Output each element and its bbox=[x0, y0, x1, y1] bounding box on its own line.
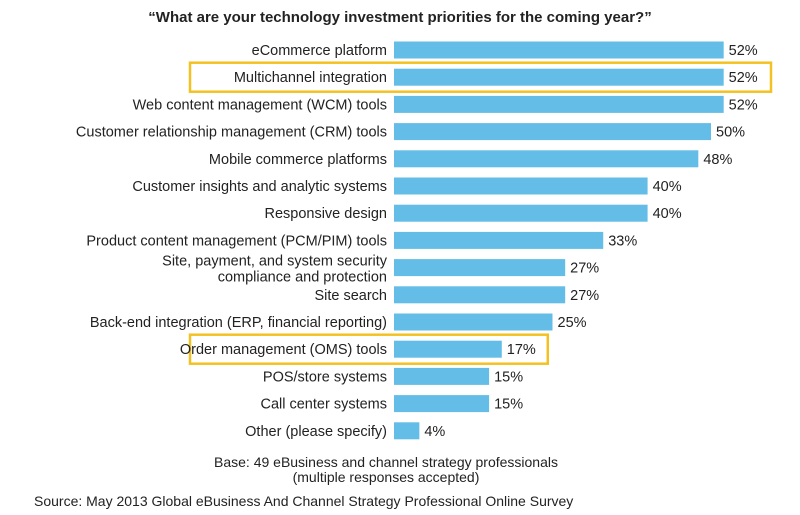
category-label-ecommerce-platform: eCommerce platform bbox=[252, 43, 387, 59]
bar-site-search bbox=[394, 286, 566, 304]
value-label-pos-store-systems: 15% bbox=[494, 369, 523, 385]
bar-call-center-systems bbox=[394, 395, 490, 413]
base-note: Base: 49 eBusiness and channel strategy … bbox=[186, 455, 586, 485]
bar-order-management-oms-tools bbox=[394, 340, 502, 358]
value-label-customer-insights-and-analytic-systems: 40% bbox=[653, 179, 682, 195]
value-label-other-please-specify: 4% bbox=[424, 424, 445, 440]
bar-pos-store-systems bbox=[394, 367, 490, 385]
category-label-web-content-management-wcm-tools: Web content management (WCM) tools bbox=[133, 97, 387, 113]
value-label-customer-relationship-management-crm-tools: 50% bbox=[716, 125, 745, 141]
bar-ecommerce-platform bbox=[394, 41, 724, 59]
chart-title: “What are your technology investment pri… bbox=[148, 9, 652, 26]
category-label-call-center-systems: Call center systems bbox=[260, 397, 387, 413]
value-label-multichannel-integration: 52% bbox=[729, 70, 758, 86]
value-label-order-management-oms-tools: 17% bbox=[507, 342, 536, 358]
bar-site-payment-and-system-security-compliance-and-protection bbox=[394, 259, 566, 277]
bar-responsive-design bbox=[394, 204, 648, 222]
value-label-back-end-integration-erp-financial-reporting: 25% bbox=[558, 315, 587, 331]
bar-back-end-integration-erp-financial-reporting bbox=[394, 313, 553, 331]
value-label-site-search: 27% bbox=[570, 288, 599, 304]
category-label-customer-relationship-management-crm-tools: Customer relationship management (CRM) t… bbox=[76, 125, 387, 141]
category-label-site-payment-and-system-security-compliance-and-protection: Site, payment, and system security compli… bbox=[162, 254, 388, 286]
category-label-order-management-oms-tools: Order management (OMS) tools bbox=[180, 342, 387, 358]
category-label-site-search: Site search bbox=[314, 288, 387, 304]
bar-mobile-commerce-platforms bbox=[394, 150, 699, 168]
bar-web-content-management-wcm-tools bbox=[394, 95, 724, 113]
base-note-line-2: (multiple responses accepted) bbox=[292, 469, 480, 485]
bar-customer-relationship-management-crm-tools bbox=[394, 123, 711, 141]
category-label-other-please-specify: Other (please specify) bbox=[245, 424, 387, 440]
value-label-mobile-commerce-platforms: 48% bbox=[703, 152, 732, 168]
category-label-responsive-design: Responsive design bbox=[264, 206, 387, 222]
value-label-responsive-design: 40% bbox=[653, 206, 682, 222]
category-label-pos-store-systems: POS/store systems bbox=[263, 369, 387, 385]
value-label-site-payment-and-system-security-compliance-and-protection: 27% bbox=[570, 261, 599, 277]
value-label-web-content-management-wcm-tools: 52% bbox=[729, 97, 758, 113]
bar-customer-insights-and-analytic-systems bbox=[394, 177, 648, 195]
category-label-multichannel-integration: Multichannel integration bbox=[234, 70, 387, 86]
value-label-ecommerce-platform: 52% bbox=[729, 43, 758, 59]
category-label-back-end-integration-erp-financial-reporting: Back-end integration (ERP, financial rep… bbox=[90, 315, 387, 331]
highlight-box-order-management-oms-tools bbox=[188, 333, 550, 365]
bar-chart: eCommerce platform 52% Multichannel integr… bbox=[76, 41, 773, 440]
base-note-line-1: Base: 49 eBusiness and channel strategy … bbox=[214, 454, 558, 470]
source-note: Source: May 2013 Global eBusiness And Ch… bbox=[34, 493, 574, 509]
category-label-product-content-management-pcm-pim-tools: Product content management (PCM/PIM) too… bbox=[86, 233, 387, 249]
bar-other-please-specify bbox=[394, 422, 420, 440]
category-label-mobile-commerce-platforms: Mobile commerce platforms bbox=[209, 152, 387, 168]
bar-product-content-management-pcm-pim-tools bbox=[394, 231, 604, 249]
value-label-call-center-systems: 15% bbox=[494, 397, 523, 413]
bar-multichannel-integration bbox=[394, 68, 724, 86]
highlight-box-multichannel-integration bbox=[188, 61, 773, 93]
category-label-customer-insights-and-analytic-systems: Customer insights and analytic systems bbox=[132, 179, 387, 195]
value-label-product-content-management-pcm-pim-tools: 33% bbox=[608, 233, 637, 249]
